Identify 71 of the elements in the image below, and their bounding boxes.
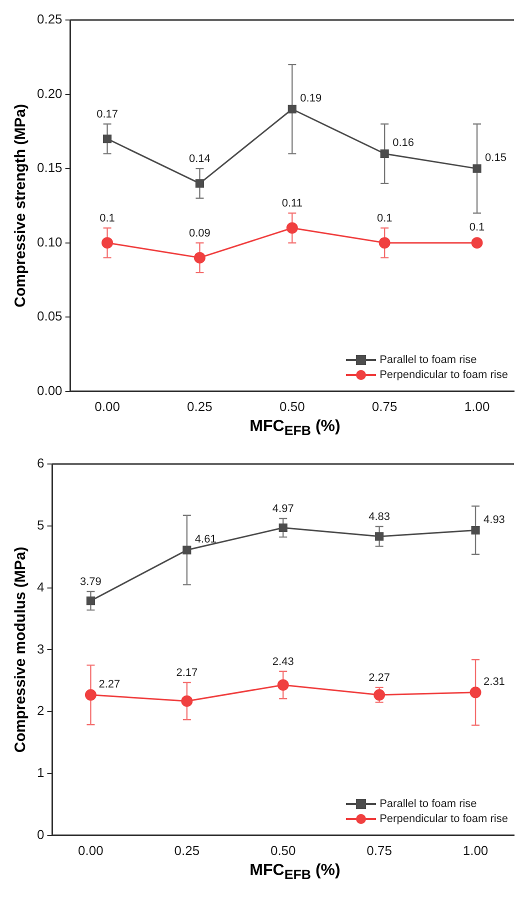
point [84, 689, 96, 701]
point [182, 546, 192, 554]
point [278, 523, 288, 532]
data-label: 0.15 [485, 152, 506, 164]
point [277, 679, 289, 691]
legend-label: Parallel to foam rise [380, 354, 477, 366]
x-tick-label: 0.50 [279, 398, 305, 414]
point [471, 237, 483, 249]
point [470, 686, 482, 698]
data-label: 3.79 [80, 576, 102, 588]
point [181, 695, 193, 707]
point [102, 237, 114, 249]
data-label: 2.31 [484, 676, 505, 688]
x-tick-label: 0.75 [372, 398, 398, 414]
point [471, 526, 480, 535]
y-tick-label: 0.00 [36, 382, 62, 398]
data-label: 0.16 [392, 137, 414, 150]
legend-label: Perpendicular to foam rise [380, 812, 508, 824]
point [288, 104, 296, 114]
point [286, 222, 298, 234]
y-axis-title: Compressive strength (MPa) [12, 104, 30, 308]
y-tick-label: 0 [36, 826, 44, 842]
data-label: 0.17 [96, 108, 118, 121]
y-tick-label: 0.20 [36, 86, 62, 101]
x-tick-label: 1.00 [462, 842, 488, 858]
data-label: 0.11 [282, 198, 302, 210]
y-tick-label: 1 [36, 765, 44, 780]
data-label: 0.14 [189, 153, 210, 166]
point [472, 164, 482, 173]
point [195, 179, 204, 188]
data-label: 0.1 [376, 212, 392, 225]
data-label: 0.1 [469, 221, 485, 234]
y-tick-label: 3 [36, 641, 44, 656]
point [86, 596, 95, 606]
data-label: 2.17 [176, 667, 198, 680]
y-tick-label: 6 [36, 456, 44, 471]
legend-label: Perpendicular to foam rise [380, 368, 508, 380]
x-tick-label: 0.75 [366, 842, 392, 858]
y-axis-title: Compressive modulus (MPa) [12, 546, 30, 753]
point [102, 134, 112, 144]
point [194, 252, 206, 264]
data-label: 4.61 [194, 534, 216, 546]
y-tick-label: 0.05 [36, 308, 62, 324]
data-label: 0.1 [100, 212, 115, 225]
data-label: 2.27 [368, 672, 390, 684]
y-tick-label: 0.10 [36, 234, 62, 250]
data-label: 2.43 [272, 656, 294, 668]
data-label: 4.97 [272, 503, 294, 516]
x-tick-label: 1.00 [464, 398, 490, 414]
x-tick-label: 0.50 [270, 842, 296, 858]
x-tick-label: 0.00 [78, 842, 104, 858]
point [375, 532, 384, 541]
data-label: 0.19 [300, 92, 322, 105]
x-axis-title: MFC$_{EFB}$ (%) [248, 862, 342, 882]
data-label: 4.93 [484, 514, 505, 526]
y-tick-label: 0.25 [36, 12, 62, 27]
legend-label: Parallel to foam rise [380, 798, 477, 810]
y-tick-label: 0.15 [36, 160, 62, 176]
x-axis-title: MFC$_{EFB}$ (%) [248, 418, 342, 438]
y-tick-label: 5 [36, 517, 44, 532]
data-label: 0.09 [189, 227, 210, 240]
point [380, 149, 389, 158]
y-tick-label: 4 [36, 579, 44, 594]
data-label: 4.83 [368, 511, 390, 524]
y-tick-label: 2 [36, 703, 44, 718]
point [374, 689, 386, 701]
x-tick-label: 0.25 [174, 842, 200, 858]
point [378, 237, 390, 249]
data-label: 2.27 [98, 678, 120, 690]
x-tick-label: 0.00 [94, 398, 120, 414]
x-tick-label: 0.25 [187, 398, 212, 414]
